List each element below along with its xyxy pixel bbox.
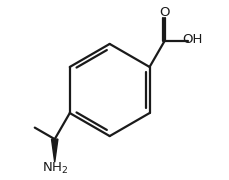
- Text: OH: OH: [182, 33, 202, 46]
- Polygon shape: [51, 139, 58, 162]
- Text: O: O: [159, 6, 169, 19]
- Text: NH$_2$: NH$_2$: [42, 161, 68, 176]
